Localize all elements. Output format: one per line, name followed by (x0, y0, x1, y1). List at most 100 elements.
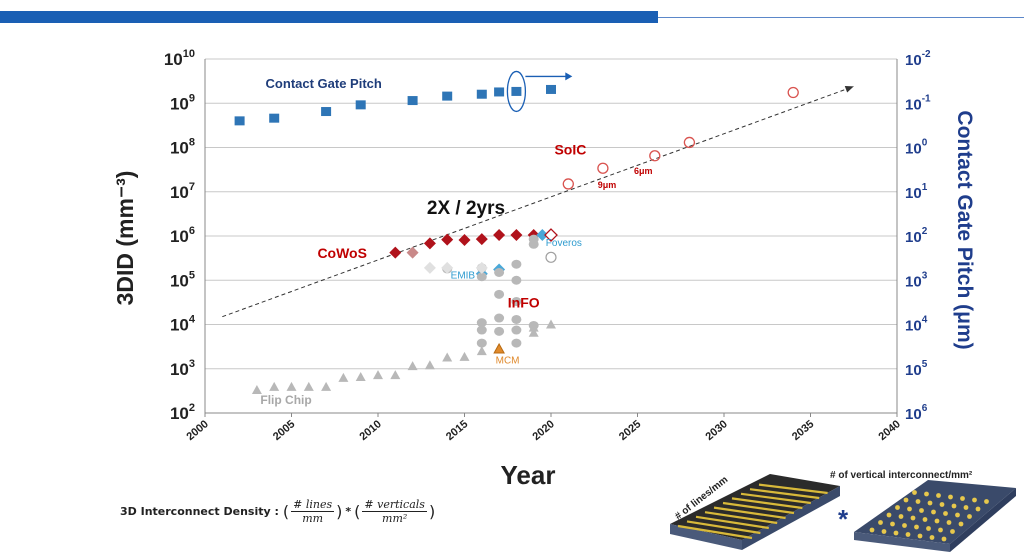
vertical-label: # of vertical interconnect/mm² (830, 470, 973, 481)
cowos-point (441, 233, 454, 246)
gold-dot (878, 520, 883, 525)
other-faded-diamond--point (475, 261, 488, 274)
lines-fraction: # lines mm (291, 498, 335, 525)
y2-tick-label: 10-2 (905, 49, 931, 69)
gold-dot (926, 526, 931, 531)
gold-line (740, 492, 811, 505)
x-axis-label: Year (501, 460, 556, 490)
info-point (494, 326, 505, 336)
gold-dot (958, 521, 964, 527)
cowos-point (510, 229, 523, 242)
x-tick-label: 2020 (530, 418, 556, 443)
info-point (511, 275, 522, 285)
gold-line (686, 520, 761, 535)
interconnect-illustration: # of lines/mm * # of vertical interconne… (670, 470, 1016, 552)
flip-chip-point (528, 327, 539, 337)
annotation-info: InFO (508, 295, 540, 311)
gold-line (722, 501, 795, 515)
y-tick-label: 106 (170, 225, 195, 246)
trend-line (222, 85, 854, 318)
contact-gate-pitch-point (355, 100, 366, 110)
flip-chip-point (528, 322, 539, 332)
info-point (511, 297, 522, 307)
x-tick-label: 2015 (444, 418, 470, 443)
y2-axis-label: Contact Gate Pitch (μm) (953, 110, 976, 349)
y2-tick-label: 106 (905, 403, 928, 423)
flip-chip-point (373, 370, 383, 380)
gold-dot (950, 529, 955, 534)
gold-dot (907, 506, 912, 512)
flip-chip-point (303, 381, 314, 391)
gold-dot (929, 535, 935, 540)
y2-tick-label: 100 (905, 138, 928, 158)
lines-denominator: mm (302, 512, 324, 525)
contact-gate-pitch-point (511, 86, 522, 96)
y2-tick-label: 101 (905, 182, 928, 202)
gold-dot (898, 514, 904, 519)
gold-dot (939, 502, 945, 507)
x-tick-label: 2030 (703, 418, 729, 443)
highlight-oval (506, 70, 527, 113)
annotations: Contact Gate Pitch SoIC 6μm 9μm CoWoS Foveros… (260, 76, 652, 407)
contact-gate-pitch-point (234, 116, 245, 126)
annotation-6-m: 6μm (634, 166, 653, 176)
gold-dot (931, 509, 936, 515)
gold-line (749, 488, 820, 500)
y-tick-label: 102 (170, 402, 195, 423)
gold-line (713, 506, 786, 520)
flip-chip-point (459, 351, 470, 361)
y-tick-label: 103 (170, 358, 195, 379)
info-point (476, 272, 487, 282)
trend-label: 2X / 2yrs (427, 198, 505, 219)
soic-point (683, 136, 696, 149)
verticals-denominator: mm² (382, 512, 408, 525)
contact-gate-pitch-point (476, 89, 487, 99)
contact-gate-pitch-point (321, 107, 332, 117)
contact-gate-pitch-point (494, 87, 505, 97)
info-point (511, 325, 522, 335)
info-point (476, 325, 487, 335)
flip-chip-point (269, 381, 280, 391)
y-tick-label: 107 (170, 181, 195, 202)
contact-gate-pitch-point (442, 91, 453, 101)
gold-line (704, 511, 778, 525)
annotation-cowos: CoWoS (317, 245, 367, 261)
cowos-faded--point (406, 246, 419, 259)
flip-chip-point (390, 370, 401, 380)
annotation-flip-chip: Flip Chip (260, 393, 311, 407)
mcm-point (493, 342, 505, 354)
flip-chip-point (424, 360, 435, 370)
gold-line (731, 497, 803, 510)
info-point (476, 318, 487, 328)
y-tick-label: 108 (170, 137, 195, 158)
gold-dot (936, 493, 941, 498)
gold-dot (955, 512, 960, 518)
y-axis-label: 3DID (mm⁻³) (112, 171, 138, 306)
x-tick-label: 2025 (617, 418, 643, 443)
gold-dot (943, 511, 948, 516)
soic-point (787, 86, 799, 99)
gold-line (677, 524, 753, 540)
contact-gate-pitch-point (546, 84, 556, 94)
other-faded-diamond--point (441, 261, 454, 274)
y2-tick-label: 103 (905, 270, 928, 290)
lines-block (670, 474, 840, 550)
gold-dot (948, 494, 953, 500)
y-tick-label: 104 (170, 314, 196, 335)
gold-dot (881, 529, 887, 534)
contact-gate-pitch-point (407, 96, 418, 106)
annotation-9-m: 9μm (598, 180, 617, 190)
gold-dot (902, 523, 907, 528)
annotation-soic: SoIC (554, 141, 586, 157)
soic-point (597, 162, 609, 174)
y2-tick-label: 105 (905, 359, 928, 379)
gold-dot (914, 524, 919, 530)
gold-dot (924, 491, 929, 497)
gold-dot (917, 533, 923, 539)
trend-arrow (222, 85, 854, 318)
gold-dot (963, 505, 969, 510)
gold-dot (938, 527, 943, 533)
vertical-block (854, 480, 1016, 552)
flip-chip-point (338, 372, 349, 382)
